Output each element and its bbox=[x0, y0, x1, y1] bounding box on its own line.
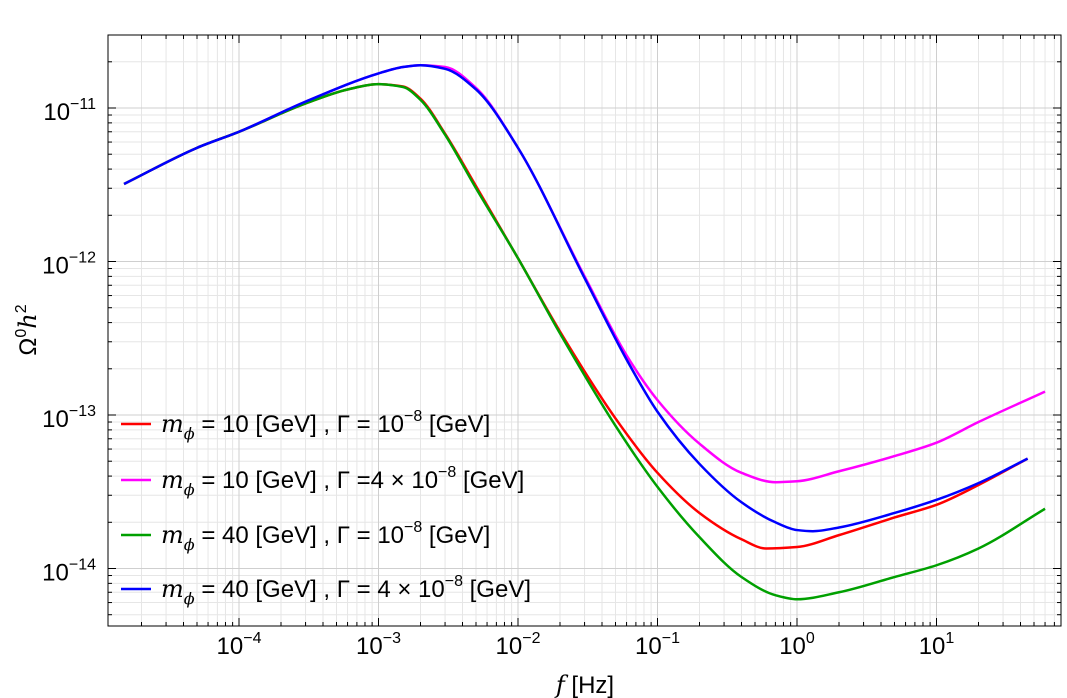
y-tick-label: 10−13 bbox=[42, 403, 96, 433]
y-axis-omega: Ω bbox=[15, 338, 42, 356]
y-axis-sup2: 2 bbox=[13, 304, 30, 313]
x-tick-label: 10−1 bbox=[635, 630, 680, 660]
legend: mϕ = 10 [GeV] , Γ = 10−8 [GeV] mϕ = 10 [G… bbox=[121, 408, 531, 608]
y-tick-label: 10−12 bbox=[42, 250, 96, 280]
x-tick-label: 10−2 bbox=[496, 630, 541, 660]
series-group bbox=[123, 63, 1046, 601]
y-axis-sup1: 0 bbox=[13, 329, 30, 338]
y-axis-label: Ω0h2 bbox=[13, 304, 42, 355]
y-tick-label: 10−11 bbox=[43, 96, 96, 126]
x-axis-label: f [Hz] bbox=[554, 671, 614, 698]
series-line-3 bbox=[123, 82, 1046, 601]
x-tick-labels: 10−4 10−3 10−2 10−1 100 101 bbox=[217, 630, 955, 660]
y-axis-var: h bbox=[14, 313, 42, 328]
axis-ticks bbox=[108, 35, 1061, 626]
legend-label-4: mϕ = 40 [GeV] , Γ = 4 × 10−8 [GeV] bbox=[161, 573, 531, 608]
legend-label-1: mϕ = 10 [GeV] , Γ = 10−8 [GeV] bbox=[161, 408, 490, 443]
x-tick-label: 10−3 bbox=[356, 630, 401, 660]
x-axis-unit: [Hz] bbox=[565, 672, 614, 698]
x-tick-label: 101 bbox=[919, 630, 955, 660]
y-tick-label: 10−14 bbox=[42, 557, 96, 587]
minor-grid bbox=[108, 35, 1061, 626]
x-tick-label: 10−4 bbox=[217, 630, 262, 660]
y-tick-labels: 10−14 10−13 10−12 10−11 bbox=[42, 96, 96, 587]
major-grid bbox=[108, 35, 1061, 626]
x-tick-label: 100 bbox=[779, 630, 815, 660]
legend-label-2: mϕ = 10 [GeV] , Γ =4 × 10−8 [GeV] bbox=[161, 464, 524, 499]
series-line-4 bbox=[123, 63, 1029, 533]
legend-label-3: mϕ = 40 [GeV] , Γ = 10−8 [GeV] bbox=[161, 519, 490, 554]
